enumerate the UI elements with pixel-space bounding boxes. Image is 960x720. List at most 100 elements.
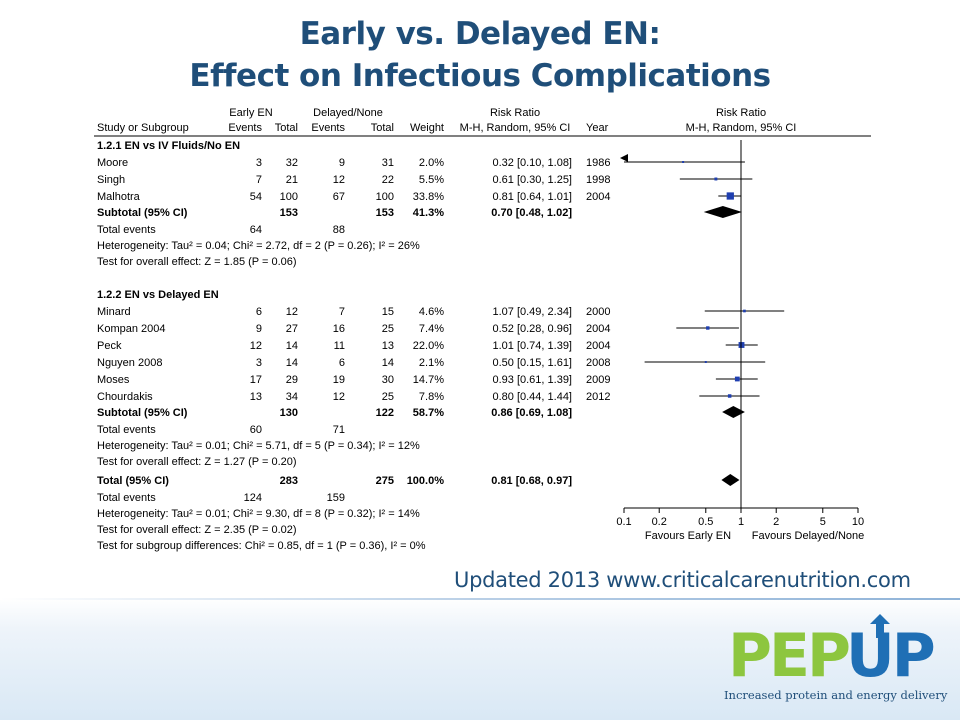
- cell-events-delayed: 12: [333, 391, 345, 403]
- cell-risk-ratio: 0.93 [0.61, 1.39]: [492, 374, 572, 386]
- slide-title-line2: Effect on Infectious Complications: [189, 58, 771, 94]
- point-estimate-square: [704, 361, 707, 363]
- cell-total-delayed: 100: [376, 191, 394, 203]
- cell-total-delayed: 13: [382, 340, 394, 352]
- header-early-en: Early EN: [229, 107, 272, 119]
- point-estimate-square: [706, 326, 710, 330]
- cell-total-delayed: 15: [382, 306, 394, 318]
- study-name: Moore: [97, 157, 128, 169]
- cell-events-early: 12: [250, 340, 262, 352]
- overall-test-text: Test for overall effect: Z = 2.35 (P = 0…: [97, 524, 297, 536]
- total-label: Total (95% CI): [97, 475, 169, 487]
- subtotal-diamond: [703, 206, 743, 218]
- header-method: M-H, Random, 95% CI: [460, 122, 571, 134]
- point-estimate-square: [726, 192, 734, 200]
- header-year: Year: [586, 122, 609, 134]
- header-method-plot: M-H, Random, 95% CI: [686, 122, 797, 134]
- total-events-early: 60: [250, 424, 262, 436]
- point-estimate-square: [738, 342, 745, 348]
- cell-total-early: 27: [286, 323, 298, 335]
- cell-events-delayed: 67: [333, 191, 345, 203]
- x-tick-label: 0.1: [616, 516, 631, 528]
- cell-year: 1986: [586, 157, 610, 169]
- total-events-delayed: 88: [333, 224, 345, 236]
- study-name: Minard: [97, 306, 131, 318]
- subgroup-label: 1.2.1 EN vs IV Fluids/No EN: [97, 140, 240, 152]
- cell-total-delayed: 14: [382, 357, 394, 369]
- header-events-delayed: Events: [311, 122, 345, 134]
- cell-events-early: 6: [256, 306, 262, 318]
- cell-year: 2004: [586, 323, 610, 335]
- subtotal-total-delayed: 153: [376, 207, 394, 219]
- ci-arrow-left: [620, 154, 628, 162]
- cell-total-early: 12: [286, 306, 298, 318]
- total-weight: 100.0%: [407, 475, 445, 487]
- cell-total-early: 29: [286, 374, 298, 386]
- cell-events-delayed: 11: [334, 340, 345, 352]
- subtotal-weight: 58.7%: [413, 407, 444, 419]
- cell-year: 1998: [586, 174, 610, 186]
- x-tick-label: 1: [738, 516, 744, 528]
- overall-effect-text: Test for overall effect: Z = 1.85 (P = 0…: [97, 256, 297, 268]
- pepup-logo: PEP UP: [728, 614, 937, 691]
- subtotal-diamond: [722, 406, 745, 418]
- cell-events-early: 7: [256, 174, 262, 186]
- overall-total-events-delayed: 159: [327, 492, 345, 504]
- cell-total-early: 14: [286, 357, 298, 369]
- cell-weight: 22.0%: [413, 340, 444, 352]
- subtotal-total-early: 153: [280, 207, 298, 219]
- heterogeneity-text: Heterogeneity: Tau² = 0.04; Chi² = 2.72,…: [97, 240, 420, 252]
- cell-risk-ratio: 0.61 [0.30, 1.25]: [492, 174, 572, 186]
- header-events-early: Events: [228, 122, 262, 134]
- cell-weight: 5.5%: [419, 174, 444, 186]
- cell-events-delayed: 12: [333, 174, 345, 186]
- cell-events-early: 54: [250, 191, 262, 203]
- total-diamond: [721, 474, 740, 486]
- header-delayed-none: Delayed/None: [313, 107, 383, 119]
- overall-total-events-label: Total events: [97, 492, 156, 504]
- subtotal-label: Subtotal (95% CI): [97, 207, 188, 219]
- x-tick-label: 10: [852, 516, 864, 528]
- cell-total-early: 100: [280, 191, 298, 203]
- header-risk-ratio-plot: Risk Ratio: [716, 107, 766, 119]
- subgroup-label: 1.2.2 EN vs Delayed EN: [97, 289, 219, 301]
- cell-total-early: 21: [286, 174, 298, 186]
- total-risk-ratio: 0.81 [0.68, 0.97]: [491, 475, 572, 487]
- point-estimate-square: [727, 394, 732, 398]
- footer-band: [0, 598, 960, 720]
- point-estimate-square: [734, 376, 740, 382]
- cell-events-early: 17: [250, 374, 262, 386]
- x-tick-label: 2: [773, 516, 779, 528]
- logo-up-arrow-icon: [870, 614, 890, 638]
- cell-total-early: 14: [286, 340, 298, 352]
- updated-source-text: Updated 2013 www.criticalcarenutrition.c…: [454, 568, 911, 592]
- study-name: Chourdakis: [97, 391, 153, 403]
- cell-year: 2004: [586, 191, 610, 203]
- cell-year: 2000: [586, 306, 610, 318]
- cell-risk-ratio: 0.32 [0.10, 1.08]: [492, 157, 572, 169]
- total-total-delayed: 275: [376, 475, 394, 487]
- favours-right-label: Favours Delayed/None: [752, 530, 865, 542]
- logo-up-text: UP: [846, 621, 934, 691]
- cell-risk-ratio: 0.80 [0.44, 1.44]: [492, 391, 572, 403]
- forest-plot: Early EN Delayed/None Risk Ratio Risk Ratio…: [94, 107, 871, 552]
- cell-weight: 7.4%: [419, 323, 444, 335]
- study-name: Nguyen 2008: [97, 357, 162, 369]
- study-name: Malhotra: [97, 191, 141, 203]
- cell-risk-ratio: 0.50 [0.15, 1.61]: [492, 357, 572, 369]
- cell-year: 2008: [586, 357, 610, 369]
- subtotal-total-early: 130: [280, 407, 298, 419]
- cell-weight: 4.6%: [419, 306, 444, 318]
- cell-risk-ratio: 0.81 [0.64, 1.01]: [492, 191, 572, 203]
- heterogeneity-text: Heterogeneity: Tau² = 0.01; Chi² = 5.71,…: [97, 440, 420, 452]
- total-total-early: 283: [280, 475, 298, 487]
- header-risk-ratio: Risk Ratio: [490, 107, 540, 119]
- overall-heterogeneity-text: Heterogeneity: Tau² = 0.01; Chi² = 9.30,…: [97, 508, 420, 520]
- point-estimate-square: [743, 309, 746, 313]
- cell-events-delayed: 9: [339, 157, 345, 169]
- x-tick-label: 0.5: [698, 516, 713, 528]
- study-name: Singh: [97, 174, 125, 186]
- cell-events-delayed: 19: [333, 374, 345, 386]
- cell-total-delayed: 30: [382, 374, 394, 386]
- favours-left-label: Favours Early EN: [645, 530, 731, 542]
